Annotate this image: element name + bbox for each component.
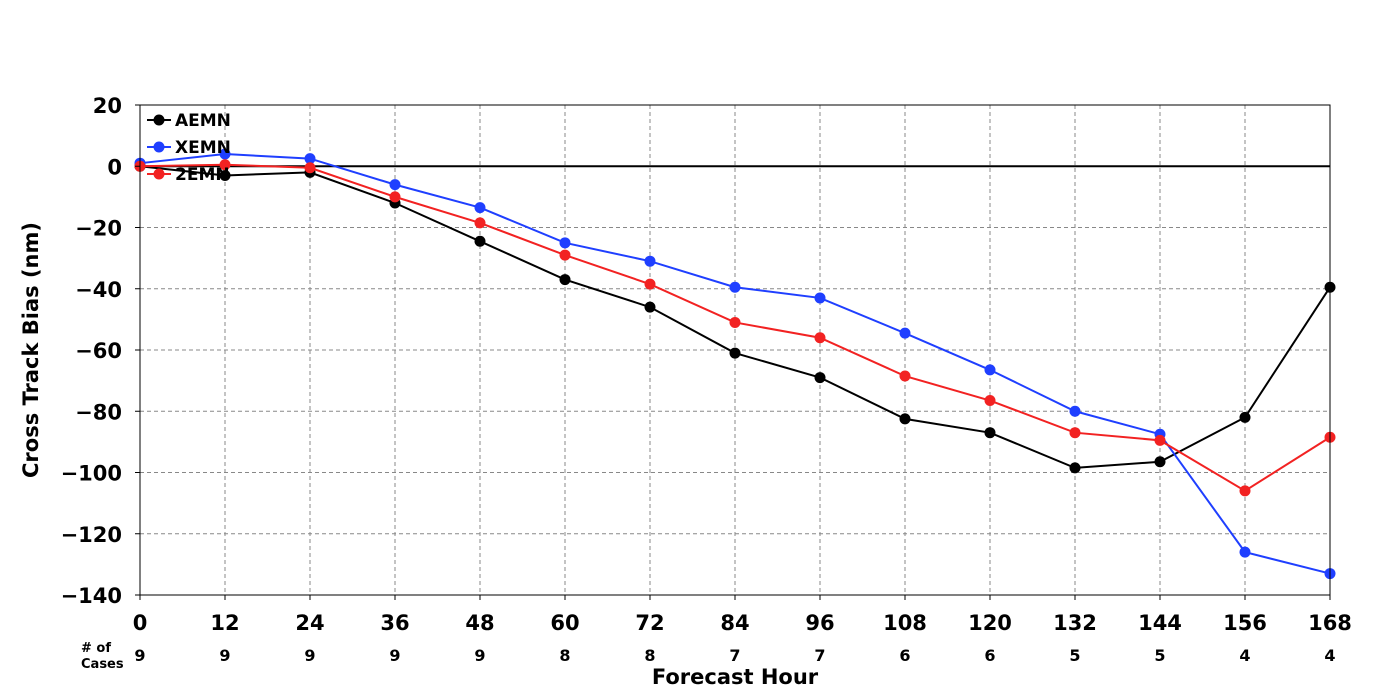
data-point bbox=[474, 202, 486, 214]
case-count-label: 8 bbox=[644, 646, 655, 665]
data-point bbox=[304, 162, 316, 174]
case-count-label: 8 bbox=[559, 646, 570, 665]
data-point bbox=[899, 327, 911, 339]
data-point bbox=[729, 347, 741, 359]
y-tick-label: 20 bbox=[93, 94, 122, 118]
case-count-label: 9 bbox=[304, 646, 315, 665]
x-tick-label: 84 bbox=[720, 611, 749, 635]
x-tick-label: 60 bbox=[550, 611, 579, 635]
case-count-label: 6 bbox=[899, 646, 910, 665]
data-point bbox=[559, 237, 571, 249]
case-count-label: 9 bbox=[134, 646, 145, 665]
data-point bbox=[1069, 427, 1081, 439]
data-point bbox=[814, 372, 826, 384]
y-tick-label: −80 bbox=[75, 400, 122, 424]
case-count-label: 9 bbox=[219, 646, 230, 665]
x-tick-label: 48 bbox=[465, 611, 494, 635]
data-point bbox=[389, 179, 401, 191]
x-tick-label: 108 bbox=[883, 611, 927, 635]
series-aemn bbox=[134, 160, 1336, 474]
y-axis-title: Cross Track Bias (nm) bbox=[19, 222, 43, 478]
x-tick-label: 132 bbox=[1053, 611, 1097, 635]
data-point bbox=[1239, 546, 1251, 558]
data-point bbox=[1154, 456, 1166, 468]
data-point bbox=[559, 249, 571, 261]
y-tick-label: −40 bbox=[75, 278, 122, 302]
data-point bbox=[984, 364, 996, 376]
case-count-label: 4 bbox=[1324, 646, 1335, 665]
x-tick-label: 0 bbox=[133, 611, 148, 635]
y-tick-label: −100 bbox=[61, 462, 122, 486]
data-point bbox=[1069, 405, 1081, 417]
data-point bbox=[1239, 485, 1251, 497]
data-point bbox=[219, 169, 231, 181]
legend-entry-label: XEMN bbox=[175, 138, 231, 158]
data-point bbox=[1239, 411, 1251, 423]
case-count-label: 5 bbox=[1069, 646, 1080, 665]
cases-label-line1: # of bbox=[81, 641, 111, 656]
data-point bbox=[219, 148, 231, 160]
data-point bbox=[729, 281, 741, 293]
data-point bbox=[474, 235, 486, 247]
data-point bbox=[729, 316, 741, 328]
case-count-label: 7 bbox=[729, 646, 740, 665]
series-2emn bbox=[134, 159, 1336, 497]
legend-swatch-marker bbox=[153, 141, 165, 153]
data-point bbox=[899, 370, 911, 382]
data-point bbox=[1154, 434, 1166, 446]
data-point bbox=[389, 191, 401, 203]
x-tick-label: 144 bbox=[1138, 611, 1182, 635]
data-point bbox=[984, 395, 996, 407]
x-tick-label: 168 bbox=[1308, 611, 1352, 635]
data-point bbox=[474, 217, 486, 229]
series-layer bbox=[134, 148, 1336, 580]
x-tick-label: 96 bbox=[805, 611, 834, 635]
y-tick-label: −60 bbox=[75, 339, 122, 363]
legend: AEMN XEMN 2EMN bbox=[147, 111, 231, 185]
case-count-label: 7 bbox=[814, 646, 825, 665]
y-tick-label: −120 bbox=[61, 523, 122, 547]
case-count-label: 9 bbox=[474, 646, 485, 665]
case-count-label: 4 bbox=[1239, 646, 1250, 665]
legend-entry-label: 2EMN bbox=[175, 165, 230, 185]
data-point bbox=[304, 153, 316, 165]
y-tick-label: −20 bbox=[75, 217, 122, 241]
data-point bbox=[814, 292, 826, 304]
y-tick-label: −140 bbox=[61, 584, 122, 608]
series-line bbox=[139, 152, 1331, 575]
x-tick-label: 120 bbox=[968, 611, 1012, 635]
x-tick-label: 12 bbox=[210, 611, 239, 635]
data-point bbox=[644, 278, 656, 290]
y-tick-label: 0 bbox=[107, 155, 122, 179]
x-tick-label: 36 bbox=[380, 611, 409, 635]
cases-label-line2: Cases bbox=[81, 657, 124, 672]
x-tick-label: 156 bbox=[1223, 611, 1267, 635]
data-point bbox=[644, 255, 656, 267]
x-axis-title: Forecast Hour bbox=[652, 665, 819, 689]
case-count-label: 9 bbox=[389, 646, 400, 665]
case-count-label: 5 bbox=[1154, 646, 1165, 665]
data-point bbox=[644, 301, 656, 313]
data-point bbox=[1069, 462, 1081, 474]
legend-swatch-marker bbox=[153, 168, 165, 180]
legend-swatch-marker bbox=[153, 114, 165, 126]
x-tick-label: 24 bbox=[295, 611, 324, 635]
data-point bbox=[984, 427, 996, 439]
x-tick-label: 72 bbox=[635, 611, 664, 635]
case-count-label: 6 bbox=[984, 646, 995, 665]
data-point bbox=[219, 159, 231, 171]
axis-layer: 0 9 12 9 24 9 36 9 48 9 60 8 72 8 84 7 96 7 108 6 120 6 132 5 14… bbox=[61, 94, 1352, 665]
data-point bbox=[899, 413, 911, 425]
legend-entry-label: AEMN bbox=[175, 111, 231, 131]
data-point bbox=[559, 274, 571, 286]
data-point bbox=[814, 332, 826, 344]
